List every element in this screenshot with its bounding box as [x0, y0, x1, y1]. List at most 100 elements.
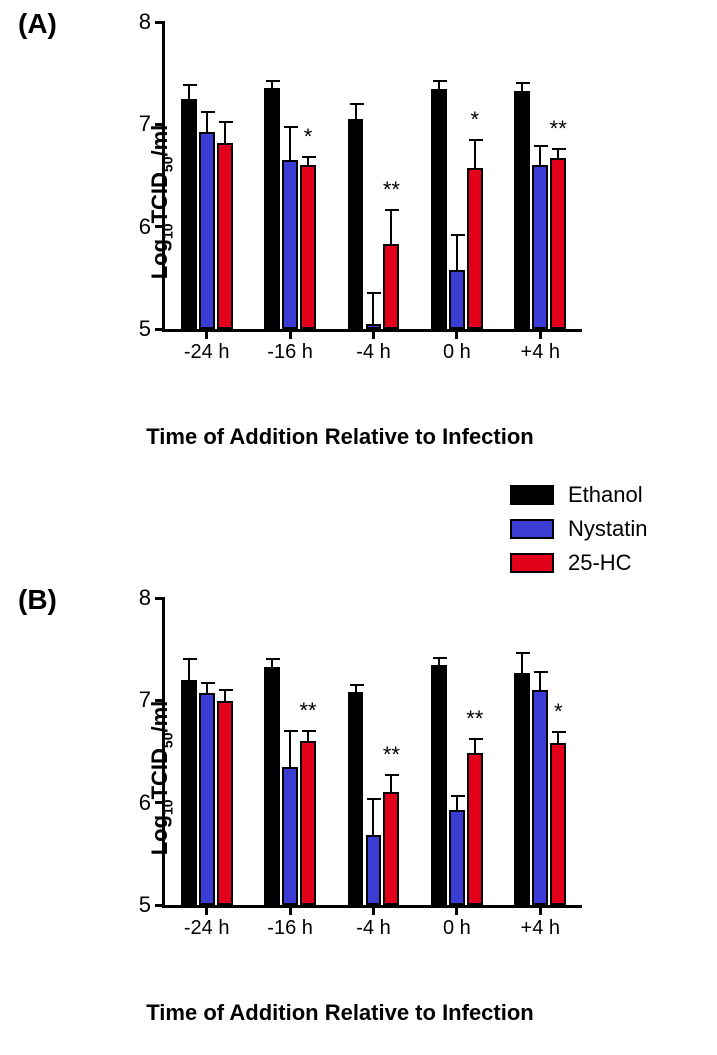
bar	[217, 143, 233, 329]
bar	[431, 665, 447, 905]
y-axis-label-a: Log10TCID50/ml	[147, 125, 175, 280]
error-cap	[302, 730, 316, 732]
x-tick-label: +4 h	[521, 341, 560, 364]
bar	[532, 690, 548, 905]
error-bar	[355, 684, 357, 694]
bar	[199, 693, 215, 905]
x-tick	[455, 905, 458, 915]
y-tick-label: 8	[139, 9, 151, 35]
x-tick	[205, 329, 208, 339]
error-bar	[188, 658, 190, 682]
bar	[264, 667, 280, 905]
error-cap	[469, 139, 483, 141]
panel-label-a: (A)	[18, 8, 57, 40]
x-axis-label-b: Time of Addition Relative to Infection	[90, 1000, 590, 1026]
figure-root: (A) 5678-24 h-16 h*-4 h**0 h*+4 h** Log1…	[0, 0, 717, 1055]
bar	[348, 692, 364, 905]
error-cap	[552, 731, 566, 733]
x-tick-label: -16 h	[267, 341, 313, 364]
error-cap	[385, 774, 399, 776]
error-bar	[224, 121, 226, 145]
error-bar	[355, 103, 357, 121]
error-cap	[534, 145, 548, 147]
bar	[532, 165, 548, 329]
error-bar	[438, 657, 440, 666]
legend-swatch	[510, 485, 554, 505]
error-bar	[557, 731, 559, 745]
error-bar	[521, 82, 523, 92]
significance-marker: **	[550, 116, 567, 142]
error-bar	[307, 730, 309, 743]
legend-swatch	[510, 519, 554, 539]
error-bar	[206, 682, 208, 695]
error-cap	[219, 121, 233, 123]
bar	[514, 673, 530, 905]
chart-panel-a: 5678-24 h-16 h*-4 h**0 h*+4 h** Log10TCI…	[90, 12, 590, 392]
error-cap	[201, 111, 215, 113]
error-bar	[188, 84, 190, 100]
bar	[550, 743, 566, 905]
error-bar	[521, 652, 523, 675]
x-tick-label: 0 h	[443, 917, 471, 940]
bar	[366, 324, 382, 329]
error-cap	[302, 156, 316, 158]
significance-marker: **	[383, 742, 400, 768]
error-cap	[451, 795, 465, 797]
bar	[467, 753, 483, 905]
plot-area-b: 5678-24 h-16 h**-4 h**0 h**+4 h*	[162, 598, 582, 908]
panel-label-b: (B)	[18, 584, 57, 616]
x-tick-label: +4 h	[521, 917, 560, 940]
legend-item: 25-HC	[510, 550, 710, 576]
error-bar	[539, 671, 541, 692]
significance-marker: **	[299, 698, 316, 724]
x-tick	[539, 329, 542, 339]
legend-item: Nystatin	[510, 516, 710, 542]
error-cap	[451, 234, 465, 236]
error-bar	[224, 689, 226, 703]
bar	[264, 88, 280, 330]
y-tick	[155, 597, 165, 600]
error-cap	[469, 738, 483, 740]
error-cap	[433, 80, 447, 82]
legend-item: Ethanol	[510, 482, 710, 508]
bar	[300, 741, 316, 905]
legend-label: 25-HC	[568, 550, 632, 576]
x-tick-label: -4 h	[356, 917, 390, 940]
error-bar	[539, 145, 541, 168]
x-tick-label: -24 h	[184, 917, 230, 940]
x-tick	[289, 329, 292, 339]
bar	[282, 160, 298, 329]
error-cap	[534, 671, 548, 673]
error-bar	[307, 156, 309, 167]
x-tick-label: -4 h	[356, 341, 390, 364]
y-tick-label: 5	[139, 316, 151, 342]
error-bar	[474, 738, 476, 754]
error-cap	[219, 689, 233, 691]
error-bar	[474, 139, 476, 171]
legend-label: Nystatin	[568, 516, 647, 542]
error-bar	[206, 111, 208, 134]
error-cap	[516, 652, 530, 654]
error-cap	[266, 80, 280, 82]
error-cap	[284, 730, 298, 732]
error-bar	[557, 148, 559, 160]
bar	[431, 89, 447, 329]
error-cap	[367, 798, 381, 800]
error-cap	[266, 658, 280, 660]
x-tick	[289, 905, 292, 915]
x-tick	[372, 329, 375, 339]
bar	[383, 792, 399, 905]
error-bar	[390, 774, 392, 794]
x-tick	[455, 329, 458, 339]
error-cap	[201, 682, 215, 684]
y-tick	[155, 21, 165, 24]
bar	[181, 99, 197, 329]
bar	[217, 701, 233, 905]
bar	[300, 165, 316, 329]
significance-marker: *	[471, 107, 480, 133]
error-bar	[438, 80, 440, 90]
x-tick	[205, 905, 208, 915]
error-cap	[350, 103, 364, 105]
legend-label: Ethanol	[568, 482, 643, 508]
plot-area-a: 5678-24 h-16 h*-4 h**0 h*+4 h**	[162, 22, 582, 332]
